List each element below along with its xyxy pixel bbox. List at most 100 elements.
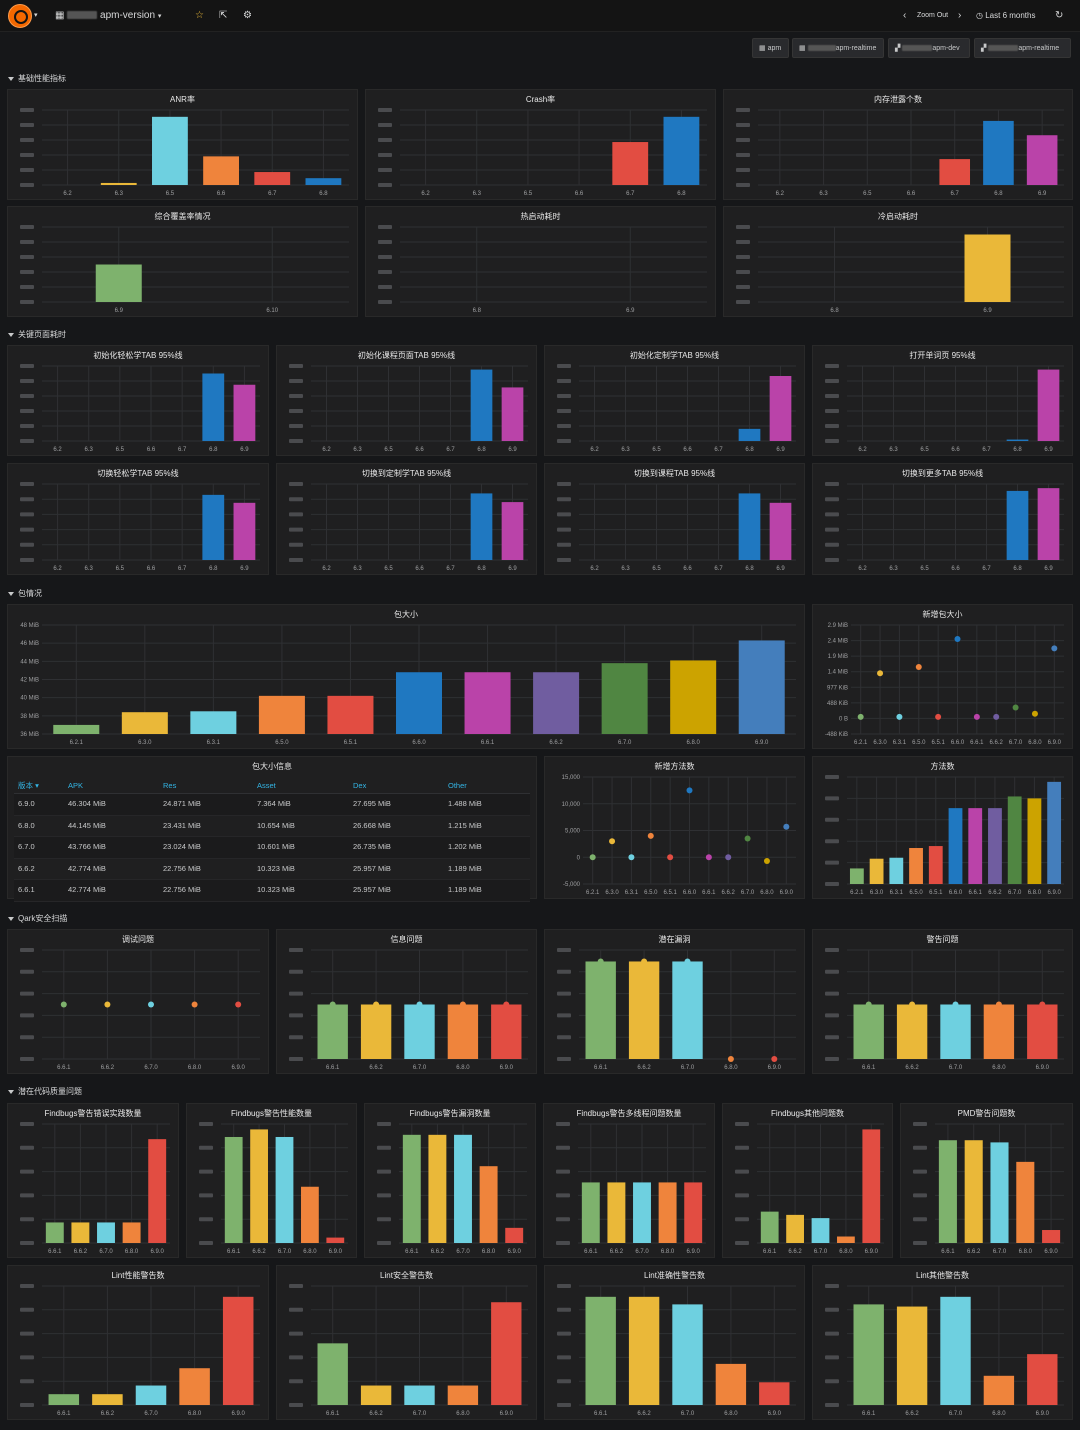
dashboard-link-apm[interactable]: ▦ apm bbox=[752, 38, 789, 58]
row-basic-performance[interactable]: 基础性能指标 bbox=[8, 73, 66, 84]
x-tick-label: 6.3 bbox=[85, 566, 94, 572]
x-tick-label: 6.6.2 bbox=[610, 1249, 624, 1255]
panel-title[interactable]: 切换到更多TAB 95%线 bbox=[901, 469, 984, 478]
column-header-res[interactable]: Res bbox=[163, 781, 177, 790]
dashboard-link-realtime[interactable]: ▦ apm-realtime bbox=[792, 38, 884, 58]
panel-title[interactable]: Findbugs其他问题数 bbox=[771, 1109, 844, 1118]
x-tick-label: 6.3 bbox=[353, 566, 362, 572]
x-tick-label: 6.9.0 bbox=[232, 1065, 246, 1071]
bar-6.3 bbox=[100, 182, 137, 185]
dashboard-link-realtime-2[interactable]: ▞ apm-realtime bbox=[974, 38, 1071, 58]
panel-title[interactable]: 冷启动耗时 bbox=[878, 212, 918, 221]
panel-title[interactable]: 初始化轻松学TAB 95%线 bbox=[93, 351, 183, 360]
row-key-page-time[interactable]: 关键页面耗时 bbox=[8, 329, 66, 340]
panel-title[interactable]: 综合覆盖率情况 bbox=[154, 212, 211, 221]
panel-potential-vulns: 潜在漏洞 6.6.1 6.6.2 6.7.0 6.8.0 6.9.0 bbox=[544, 929, 805, 1074]
panel-title[interactable]: 热启动耗时 bbox=[520, 212, 561, 221]
panel-title[interactable]: Lint准确性警告数 bbox=[644, 1271, 705, 1280]
row-qark-scan[interactable]: Qark安全扫描 bbox=[8, 913, 67, 924]
point-6.7.0 bbox=[684, 958, 691, 965]
panel-title[interactable]: 打开单词页 95%线 bbox=[909, 351, 976, 360]
panel-title[interactable]: ANR率 bbox=[170, 95, 195, 104]
settings-gear-icon[interactable]: ⚙ bbox=[243, 10, 252, 21]
bar-6.8.0 bbox=[447, 1385, 479, 1405]
grafana-logo-icon[interactable] bbox=[8, 4, 32, 28]
x-tick-label: 6.3.0 bbox=[138, 740, 152, 746]
dashboard-picker[interactable]: ▦ apm-version ▾ bbox=[55, 6, 161, 26]
panel-title[interactable]: Crash率 bbox=[525, 95, 556, 104]
redacted-y-tick bbox=[736, 168, 750, 172]
panel-title[interactable]: 警告问题 bbox=[926, 935, 959, 944]
panel-title[interactable]: 切换到课程TAB 95%线 bbox=[633, 469, 716, 478]
panel-title[interactable]: Lint性能警告数 bbox=[111, 1271, 165, 1280]
bar-6.6.2 bbox=[533, 672, 580, 734]
panel-title[interactable]: Findbugs警告漏洞数量 bbox=[409, 1109, 491, 1118]
redacted-y-tick bbox=[557, 497, 571, 502]
x-tick-label: 6.6.1 bbox=[862, 1065, 876, 1071]
x-tick-label: 6.7.0 bbox=[144, 1065, 158, 1071]
panel-title[interactable]: PMD警告问题数 bbox=[957, 1109, 1016, 1118]
redacted-y-tick bbox=[289, 379, 303, 383]
panel-title[interactable]: 调试问题 bbox=[122, 935, 154, 944]
bar-6.9.0 bbox=[505, 1227, 524, 1243]
chart-canvas: 6.6.1 6.6.2 6.7.0 6.8.0 6.9.0 bbox=[913, 1122, 1064, 1255]
time-range-picker[interactable]: ◷ Last 6 months bbox=[976, 6, 1035, 26]
share-icon[interactable]: ⇱ bbox=[219, 10, 228, 21]
point-6.6.2 bbox=[641, 958, 648, 965]
panel-title[interactable]: Lint其他警告数 bbox=[916, 1271, 969, 1280]
y-tick-label: 488 KiB bbox=[827, 701, 848, 707]
cell-apk: 44.145 MiB bbox=[68, 820, 106, 830]
x-tick-label: 6.5 bbox=[652, 566, 661, 572]
time-forward-chevron-icon[interactable]: › bbox=[958, 10, 962, 21]
table-row: 6.6.1 42.774 MiB 22.756 MiB 10.323 MiB 25.95… bbox=[14, 880, 530, 902]
panel-title[interactable]: 方法数 bbox=[930, 762, 955, 771]
panel-title[interactable]: Findbugs警告错误实践数量 bbox=[44, 1109, 142, 1118]
panel-title[interactable]: 包大小 bbox=[394, 610, 418, 619]
panel-title[interactable]: 切换到定制学TAB 95%线 bbox=[361, 469, 452, 478]
column-header-dex[interactable]: Dex bbox=[353, 781, 367, 790]
redacted-y-tick bbox=[289, 542, 303, 547]
dashboard-link-dev[interactable]: ▞ apm-dev bbox=[888, 38, 970, 58]
panel-findbugs-bad-practice: Findbugs警告错误实践数量 6.6.1 6.6.2 6.7.0 6.8.0 6.9.… bbox=[7, 1103, 179, 1258]
chart-canvas: 6.6.1 6.6.2 6.7.0 6.8.0 6.9.0 bbox=[289, 1284, 528, 1417]
redacted-y-tick bbox=[377, 1169, 391, 1174]
chart-canvas: 2.9 MiB 2.4 MiB 1.9 MiB 1.4 MiB 977 KiB 488 K… bbox=[825, 623, 1064, 746]
row-code-quality[interactable]: 潜在代码质量问题 bbox=[8, 1086, 82, 1097]
panel-title[interactable]: 初始化课程页面TAB 95%线 bbox=[357, 351, 456, 360]
column-header-asset[interactable]: Asset bbox=[257, 781, 276, 790]
refresh-icon[interactable]: ↻ bbox=[1055, 10, 1064, 21]
panel-title[interactable]: 初始化定制学TAB 95%线 bbox=[629, 351, 720, 360]
panel-title[interactable]: 潜在漏洞 bbox=[658, 935, 691, 944]
point-6.7.0 bbox=[1012, 704, 1019, 711]
panel-lint-performance: Lint性能警告数 6.6.1 6.6.2 6.7.0 6.8.0 6.9.0 bbox=[7, 1265, 269, 1420]
column-header-other[interactable]: Other bbox=[448, 781, 467, 790]
x-tick-label: 6.3.0 bbox=[870, 890, 884, 896]
chart-canvas: 6.6.1 6.6.2 6.7.0 6.8.0 6.9.0 bbox=[825, 1284, 1064, 1417]
chart-canvas: 6.6.1 6.6.2 6.7.0 6.8.0 6.9.0 bbox=[289, 948, 528, 1071]
logo-menu-caret-icon[interactable]: ▾ bbox=[34, 12, 38, 19]
panel-title[interactable]: 新增包大小 bbox=[922, 610, 963, 619]
redacted-y-tick bbox=[377, 1145, 391, 1150]
column-header-apk[interactable]: APK bbox=[68, 781, 84, 790]
panel-title[interactable]: Findbugs警告多线程问题数量 bbox=[576, 1109, 682, 1118]
zoom-out-button[interactable]: Zoom Out bbox=[917, 12, 949, 19]
time-back-chevron-icon[interactable]: ‹ bbox=[903, 10, 907, 21]
panel-title[interactable]: 新增方法数 bbox=[654, 762, 695, 771]
cell-res: 22.756 MiB bbox=[163, 885, 201, 894]
x-tick-label: 6.6.0 bbox=[949, 890, 963, 896]
y-tick-label: 38 MiB bbox=[20, 714, 39, 720]
panel-title[interactable]: 切换轻松学TAB 95%线 bbox=[97, 469, 179, 478]
redacted-y-tick bbox=[289, 558, 303, 562]
x-tick-label: 6.3 bbox=[115, 191, 124, 197]
panel-title[interactable]: Lint安全警告数 bbox=[380, 1271, 433, 1280]
bar-6.7.0 bbox=[454, 1134, 472, 1243]
star-icon[interactable]: ☆ bbox=[195, 10, 204, 21]
chart-canvas: 6.2 6.3 6.5 6.6 6.7 6.8 6.9 bbox=[557, 364, 796, 453]
redacted-y-tick bbox=[556, 1169, 570, 1174]
panel-title[interactable]: 内存泄露个数 bbox=[874, 95, 922, 104]
row-package[interactable]: 包情况 bbox=[8, 588, 42, 599]
panel-title[interactable]: 信息问题 bbox=[390, 935, 423, 944]
panel-title[interactable]: Findbugs警告性能数量 bbox=[231, 1109, 312, 1118]
column-header-version[interactable]: 版本 ▾ bbox=[18, 779, 39, 793]
redacted-y-tick bbox=[735, 1217, 749, 1222]
